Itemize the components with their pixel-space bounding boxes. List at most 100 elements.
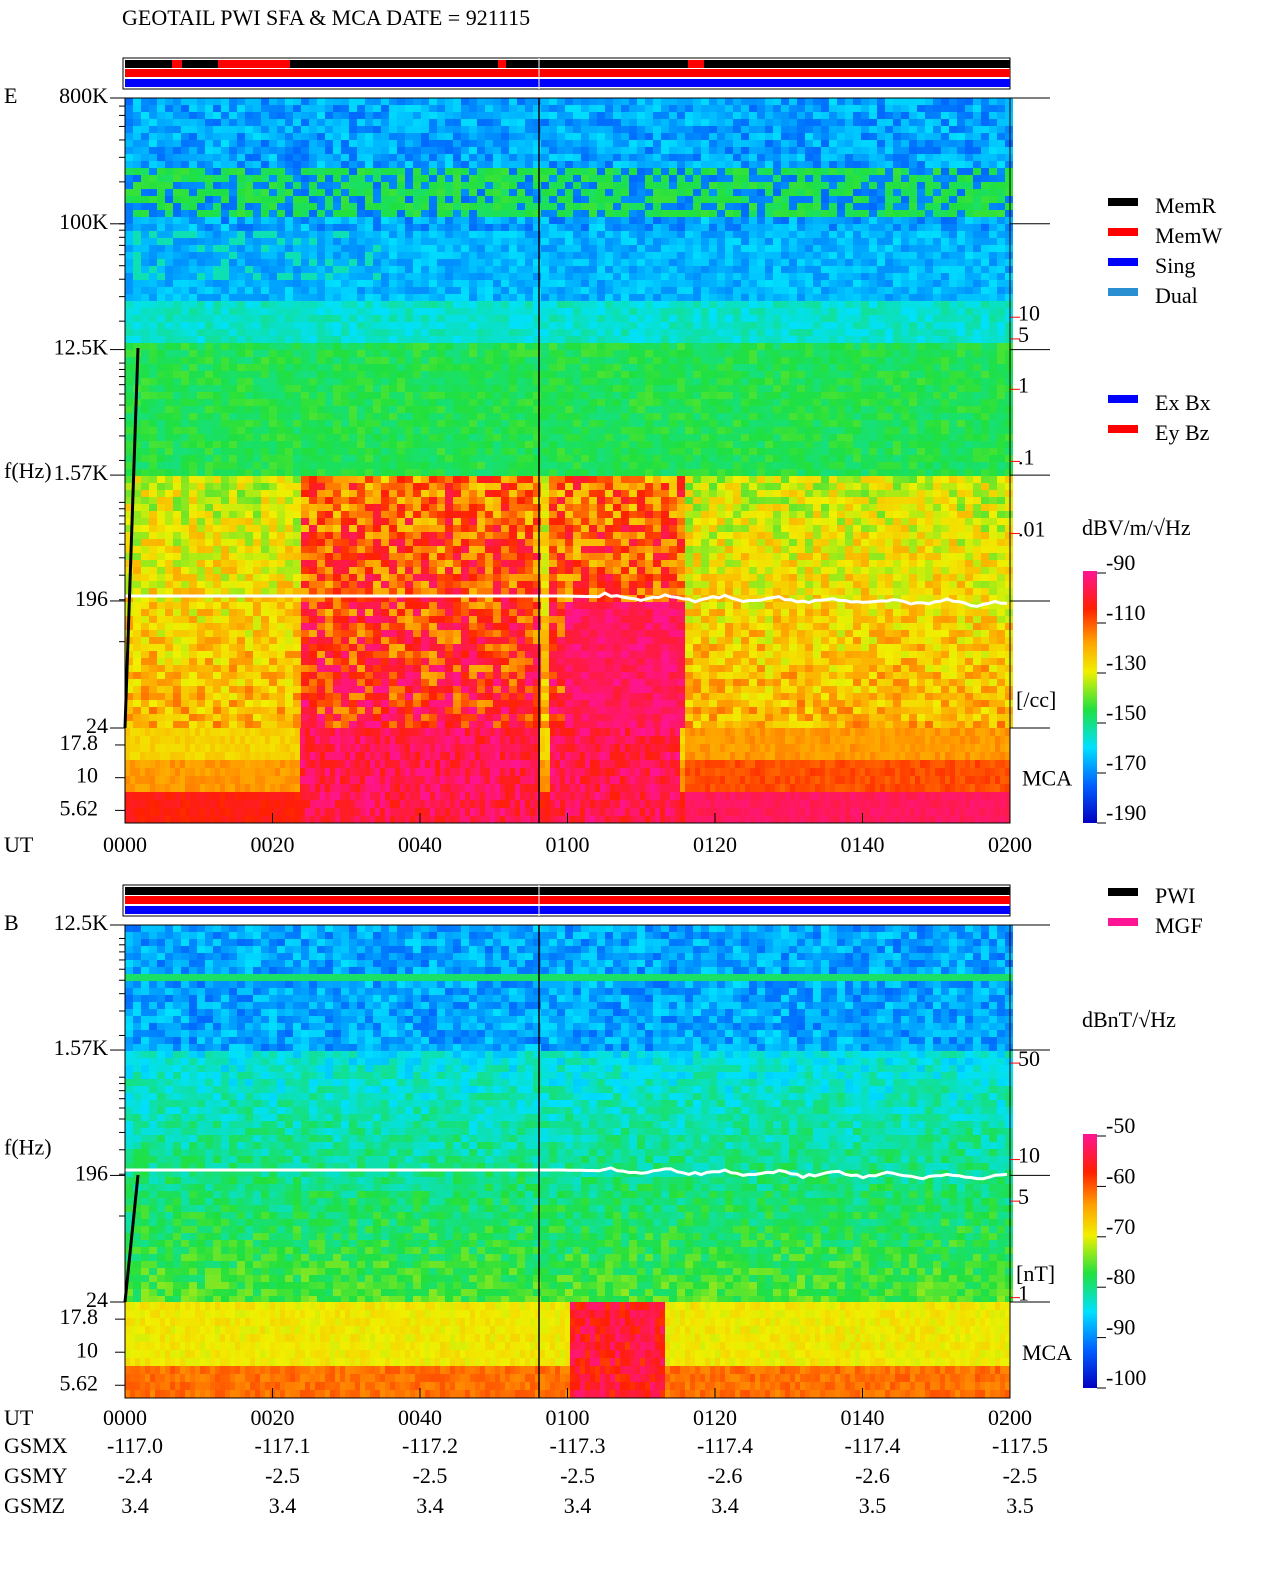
spectrogram-cell xyxy=(773,371,781,378)
spectrogram-cell xyxy=(469,406,477,413)
spectrogram-cell xyxy=(333,238,341,245)
spectrogram-cell xyxy=(509,343,517,350)
spectrogram-cell xyxy=(253,238,261,245)
spectrogram-cell xyxy=(341,217,349,224)
spectrogram-cell xyxy=(437,287,445,294)
spectrogram-cell xyxy=(645,329,653,336)
spectrogram-cell xyxy=(229,189,237,196)
spectrogram-cell xyxy=(909,126,917,133)
spectrogram-cell xyxy=(933,294,941,301)
spectrogram-cell xyxy=(453,301,461,308)
spectrogram-cell xyxy=(501,350,509,357)
spectrogram-cell xyxy=(685,336,693,343)
spectrogram-cell xyxy=(661,245,669,252)
spectrogram-cell xyxy=(789,266,797,273)
spectrogram-cell xyxy=(493,147,501,154)
spectrogram-cell xyxy=(597,224,605,231)
spectrogram-cell xyxy=(469,112,477,119)
spectrogram-cell xyxy=(549,322,557,329)
spectrogram-cell xyxy=(973,203,981,210)
spectrogram-cell xyxy=(141,385,149,392)
spectrogram-cell xyxy=(317,231,325,238)
spectrogram-cell xyxy=(493,294,501,301)
spectrogram-cell xyxy=(461,112,469,119)
spectrogram-cell xyxy=(1005,350,1013,357)
spectrogram-cell xyxy=(885,182,893,189)
spectrogram-cell xyxy=(501,308,509,315)
spectrogram-cell xyxy=(397,350,405,357)
spectrogram-cell xyxy=(821,343,829,350)
spectrogram-cell xyxy=(693,392,701,399)
spectrogram-cell xyxy=(933,210,941,217)
spectrogram-cell xyxy=(157,343,165,350)
spectrogram-cell xyxy=(533,252,541,259)
spectrogram-cell xyxy=(213,105,221,112)
spectrogram-cell xyxy=(837,399,845,406)
spectrogram-cell xyxy=(229,245,237,252)
spectrogram-cell xyxy=(325,147,333,154)
spectrogram-cell xyxy=(501,196,509,203)
spectrogram-cell xyxy=(157,210,165,217)
spectrogram-cell xyxy=(213,350,221,357)
spectrogram-cell xyxy=(725,350,733,357)
spectrogram-cell xyxy=(621,406,629,413)
spectrogram-cell xyxy=(973,245,981,252)
spectrogram-cell xyxy=(357,168,365,175)
spectrogram-cell xyxy=(613,98,621,105)
spectrogram-cell xyxy=(981,126,989,133)
spectrogram-cell xyxy=(533,273,541,280)
spectrogram-cell xyxy=(957,133,965,140)
spectrogram-cell xyxy=(573,161,581,168)
spectrogram-cell xyxy=(981,392,989,399)
spectrogram-cell xyxy=(925,378,933,385)
spectrogram-cell xyxy=(293,245,301,252)
spectrogram-cell xyxy=(925,385,933,392)
spectrogram-cell xyxy=(437,315,445,322)
spectrogram-cell xyxy=(493,231,501,238)
spectrogram-cell xyxy=(317,301,325,308)
spectrogram-cell xyxy=(629,280,637,287)
spectrogram-cell xyxy=(301,217,309,224)
spectrogram-cell xyxy=(805,350,813,357)
spectrogram-cell xyxy=(525,336,533,343)
spectrogram-cell xyxy=(965,98,973,105)
spectrogram-cell xyxy=(437,273,445,280)
spectrogram-cell xyxy=(509,329,517,336)
spectrogram-cell xyxy=(717,329,725,336)
spectrogram-cell xyxy=(541,364,549,371)
spectrogram-cell xyxy=(709,126,717,133)
spectrogram-cell xyxy=(501,245,509,252)
spectrogram-cell xyxy=(605,168,613,175)
spectrogram-cell xyxy=(517,259,525,266)
spectrogram-cell xyxy=(629,406,637,413)
spectrogram-cell xyxy=(549,308,557,315)
spectrogram-cell xyxy=(917,273,925,280)
spectrogram-cell xyxy=(173,154,181,161)
spectrogram-cell xyxy=(893,182,901,189)
spectrogram-cell xyxy=(869,399,877,406)
spectrogram-cell xyxy=(413,371,421,378)
spectrogram-cell xyxy=(285,343,293,350)
spectrogram-cell xyxy=(789,385,797,392)
spectrogram-cell xyxy=(613,301,621,308)
spectrogram-cell xyxy=(525,287,533,294)
spectrogram-cell xyxy=(405,189,413,196)
spectrogram-cell xyxy=(677,308,685,315)
spectrogram-cell xyxy=(805,364,813,371)
spectrogram-cell xyxy=(773,182,781,189)
spectrogram-cell xyxy=(405,315,413,322)
spectrogram-cell xyxy=(733,336,741,343)
spectrogram-cell xyxy=(789,189,797,196)
spectrogram-cell xyxy=(533,315,541,322)
spectrogram-cell xyxy=(125,371,133,378)
spectrogram-cell xyxy=(173,343,181,350)
spectrogram-cell xyxy=(325,294,333,301)
spectrogram-cell xyxy=(733,147,741,154)
spectrogram-cell xyxy=(741,98,749,105)
spectrogram-cell xyxy=(557,147,565,154)
spectrogram-cell xyxy=(149,168,157,175)
spectrogram-cell xyxy=(685,231,693,238)
spectrogram-cell xyxy=(493,203,501,210)
spectrogram-cell xyxy=(237,182,245,189)
spectrogram-cell xyxy=(765,133,773,140)
